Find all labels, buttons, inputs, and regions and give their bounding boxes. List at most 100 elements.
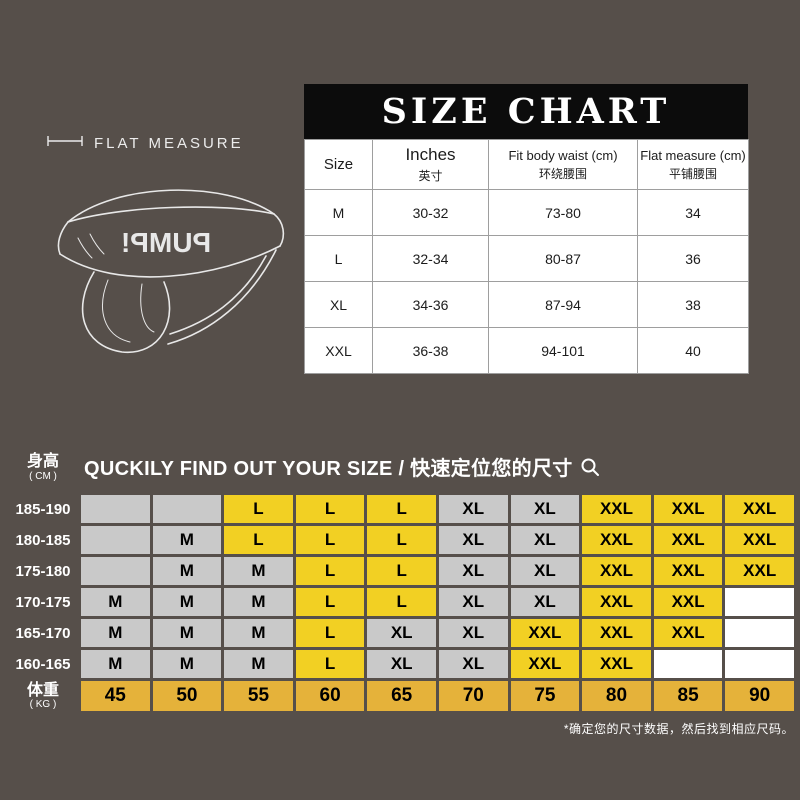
weight-value-cell: 80 — [582, 681, 651, 711]
height-range-label: 175-180 — [15, 562, 71, 580]
size-cell: XL — [438, 588, 508, 616]
size-cell: XXL — [653, 557, 723, 585]
size-chart-panel: SIZE CHART Size Inches 英寸 Fit body waist… — [304, 84, 749, 374]
size-cell: M — [152, 650, 222, 678]
size-cell: L — [295, 557, 365, 585]
size-cell: M — [81, 619, 150, 647]
footnote: *确定您的尺寸数据，然后找到相应尺码。 — [563, 722, 794, 736]
size-chart-cell-size: XXL — [304, 327, 373, 374]
empty-cell — [81, 526, 150, 554]
col-header-inches: Inches 英寸 — [372, 139, 489, 190]
weight-value-cell: 50 — [152, 681, 222, 711]
empty-cell — [653, 650, 723, 678]
size-chart-cell-flat: 36 — [637, 235, 749, 282]
size-chart-row: XXL 36-38 94-101 40 — [304, 327, 749, 374]
size-cell: XL — [367, 619, 436, 647]
finder-title-text: QUCKILY FIND OUT YOUR SIZE / 快速定位您的尺寸 — [84, 458, 573, 480]
size-chart-cell-size: L — [304, 235, 373, 282]
height-range-label: 180-185 — [15, 531, 71, 549]
height-axis-text: 身高 — [26, 453, 59, 471]
size-chart-cell-inches: 36-38 — [372, 327, 489, 374]
col-header-fit-waist: Fit body waist (cm) 环绕腰围 — [488, 139, 638, 190]
weight-value-cell: 45 — [81, 681, 150, 711]
size-cell: M — [81, 588, 150, 616]
size-chart-cell-size: M — [304, 189, 373, 236]
weight-axis-text: 体重 — [26, 681, 59, 699]
size-cell: M — [152, 588, 222, 616]
size-chart-table: Size Inches 英寸 Fit body waist (cm) 环绕腰围 … — [304, 139, 749, 374]
height-range-label: 185-190 — [15, 500, 71, 518]
brand-text-mirrored: PUMP! — [121, 227, 211, 258]
size-chart-cell-fit: 94-101 — [488, 327, 638, 374]
size-cell: XL — [438, 495, 508, 523]
size-cell: L — [295, 588, 365, 616]
size-cell: XL — [510, 526, 580, 554]
size-chart-header-row: Size Inches 英寸 Fit body waist (cm) 环绕腰围 … — [304, 139, 749, 190]
weight-axis-unit: ( KG ) — [29, 699, 57, 711]
size-cell: XXL — [582, 619, 651, 647]
size-cell: XXL — [725, 557, 794, 585]
col-header-fit-en: Fit body waist (cm) — [508, 147, 618, 163]
size-cell: M — [81, 650, 150, 678]
size-cell: M — [224, 557, 293, 585]
size-cell: XXL — [725, 526, 794, 554]
size-cell: XXL — [582, 526, 651, 554]
col-header-size-label: Size — [323, 156, 354, 173]
weight-value-cell: 90 — [725, 681, 794, 711]
size-finder: 身高 ( CM ) QUCKILY FIND OUT YOUR SIZE / 快… — [8, 452, 794, 737]
size-cell: M — [224, 588, 293, 616]
size-cell: XXL — [510, 650, 580, 678]
size-cell: XL — [438, 557, 508, 585]
size-chart-title: SIZE CHART — [304, 84, 748, 139]
size-cell: XXL — [653, 526, 723, 554]
size-cell: XXL — [653, 619, 723, 647]
size-cell: XXL — [725, 495, 794, 523]
size-cell: L — [224, 495, 293, 523]
weight-value-cell: 65 — [367, 681, 436, 711]
size-chart-cell-inches: 30-32 — [372, 189, 489, 236]
size-chart-cell-inches: 32-34 — [372, 235, 489, 282]
size-cell: XXL — [653, 495, 723, 523]
col-header-size: Size — [304, 139, 373, 190]
empty-cell — [81, 495, 150, 523]
size-cell: XL — [438, 619, 508, 647]
weight-axis-label: 体重( KG ) — [8, 681, 78, 711]
size-cell: XL — [510, 557, 580, 585]
size-cell: L — [367, 588, 436, 616]
col-header-inches-en: Inches — [405, 145, 456, 164]
size-cell: L — [367, 526, 436, 554]
size-chart-cell-flat: 38 — [637, 281, 749, 328]
size-cell: L — [295, 526, 365, 554]
size-cell: XXL — [582, 650, 651, 678]
measure-line-icon — [46, 134, 84, 152]
size-chart-cell-fit: 73-80 — [488, 189, 638, 236]
empty-cell — [725, 650, 794, 678]
empty-cell — [81, 557, 150, 585]
col-header-fit-zh: 环绕腰围 — [538, 166, 587, 181]
size-cell: M — [152, 557, 222, 585]
empty-cell — [152, 495, 222, 523]
size-finder-header: 身高 ( CM ) QUCKILY FIND OUT YOUR SIZE / 快… — [8, 452, 794, 482]
empty-cell — [725, 588, 794, 616]
size-cell: XXL — [582, 495, 651, 523]
size-cell: L — [224, 526, 293, 554]
size-cell: M — [224, 619, 293, 647]
height-range-label: 170-175 — [15, 593, 71, 611]
col-header-flat-measure: Flat measure (cm) 平铺腰围 — [637, 139, 749, 190]
size-chart-row: XL 34-36 87-94 38 — [304, 281, 749, 328]
search-icon — [581, 458, 599, 476]
col-header-inches-zh: 英寸 — [418, 169, 443, 183]
weight-value-cell: 85 — [653, 681, 723, 711]
size-cell: M — [224, 650, 293, 678]
size-cell: XXL — [582, 557, 651, 585]
size-chart-cell-fit: 80-87 — [488, 235, 638, 282]
col-header-flat-zh: 平铺腰围 — [668, 166, 717, 181]
size-cell: M — [152, 526, 222, 554]
size-chart-cell-flat: 40 — [637, 327, 749, 374]
size-chart-row: L 32-34 80-87 36 — [304, 235, 749, 282]
size-cell: L — [367, 557, 436, 585]
flat-measure-label-row: FLAT MEASURE — [38, 134, 306, 152]
weight-value-cell: 75 — [510, 681, 580, 711]
size-cell: XXL — [653, 588, 723, 616]
